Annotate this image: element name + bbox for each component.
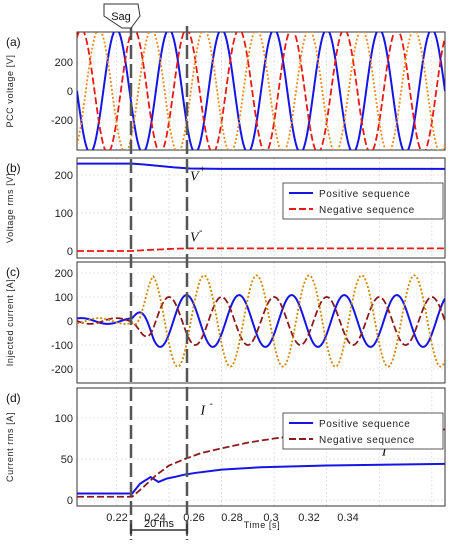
series-line-d-0 <box>77 462 445 495</box>
annotation-b-1: V <box>190 231 200 246</box>
series-line-c-0 <box>77 294 445 348</box>
annotation-sup-d-0: - <box>210 399 213 410</box>
y-tick-label-c-3: -100 <box>51 340 73 352</box>
legend-label-d-1: Negative sequence <box>319 435 415 446</box>
y-tick-label-c-2: 0 <box>67 316 73 328</box>
sag-callout-label: Sag <box>111 11 131 23</box>
panel-a: 200 0 -200 PCC voltage [V] (a) <box>5 31 446 151</box>
series-group-b <box>77 162 445 252</box>
series-line-b-0 <box>77 162 445 170</box>
x-tick-label-5: 0.32 <box>298 512 319 524</box>
y-axis-label-c: Injected current [A] <box>5 279 15 367</box>
y-tick-label-a-0: 200 <box>55 57 73 69</box>
y-tick-label-b-0: 200 <box>55 170 73 182</box>
panel-frame-c <box>76 261 446 384</box>
x-tick-label-1: 0.24 <box>144 512 165 524</box>
panel-label-a: (a) <box>6 35 21 49</box>
series-line-a-2 <box>77 32 445 150</box>
series-group-c <box>77 274 445 368</box>
legend-label-b-0: Positive sequence <box>319 189 410 200</box>
series-line-a-0 <box>77 32 445 150</box>
series-line-c-2 <box>77 274 445 368</box>
y-tick-label-c-0: 200 <box>55 268 73 280</box>
x-tick-label-4: 0.3 <box>263 512 278 524</box>
annotation-d-0: I <box>200 404 207 419</box>
annotation-sup-b-0: + <box>199 165 206 176</box>
panel-label-b: (b) <box>6 161 21 175</box>
panel-label-c: (c) <box>6 265 20 279</box>
panel-frame-b <box>76 157 446 259</box>
legend-label-b-1: Negative sequence <box>319 205 415 216</box>
x-tick-label-0: 0.22 <box>106 512 127 524</box>
y-tick-label-c-4: -200 <box>51 364 73 376</box>
y-axis-label-b: Voltage rms [V] <box>5 173 15 243</box>
annotation-b-0: V <box>190 170 200 185</box>
sag-callout-shape <box>103 3 141 29</box>
legend-label-d-0: Positive sequence <box>319 419 410 430</box>
interval-label: 20 ms <box>144 518 174 530</box>
annotation-d-1: I <box>381 445 388 460</box>
legend-box-d <box>282 412 444 450</box>
panel-frame-d <box>76 387 446 507</box>
y-tick-label-b-1: 100 <box>55 208 73 220</box>
series-group-a <box>77 32 445 150</box>
y-tick-label-d-1: 50 <box>61 454 73 466</box>
y-axis-label-a: PCC voltage [V] <box>5 54 15 127</box>
legend-box-b <box>282 182 444 220</box>
x-tick-label-2: 0.26 <box>183 512 204 524</box>
legend-b: Positive sequence Negative sequence <box>282 182 444 220</box>
x-tick-label-3: 0.28 <box>221 512 242 524</box>
annotation-sup-b-1: - <box>199 226 202 237</box>
series-line-b-1 <box>77 247 445 252</box>
series-line-a-1 <box>77 32 445 150</box>
series-line-c-1 <box>77 296 445 346</box>
y-tick-label-c-1: 100 <box>55 292 73 304</box>
x-tick-label-6: 0.34 <box>337 512 358 524</box>
panel-label-d: (d) <box>6 391 21 405</box>
panel-c: 200 100 0 -100 -200 Injected current [A](c) <box>5 261 446 384</box>
y-tick-label-b-2: 0 <box>67 246 73 258</box>
legend-d: Positive sequence Negative sequence <box>282 412 444 450</box>
y-tick-label-a-2: -200 <box>51 115 73 127</box>
y-tick-label-d-2: 0 <box>67 495 73 507</box>
y-tick-label-d-0: 100 <box>55 413 73 425</box>
y-axis-label-d: Current rms [A] <box>5 412 15 482</box>
sag-overlay: Sag 20 ms Time [s] <box>103 3 280 540</box>
x-axis-label: Time [s] <box>244 520 280 530</box>
y-tick-label-a-1: 0 <box>67 86 73 98</box>
